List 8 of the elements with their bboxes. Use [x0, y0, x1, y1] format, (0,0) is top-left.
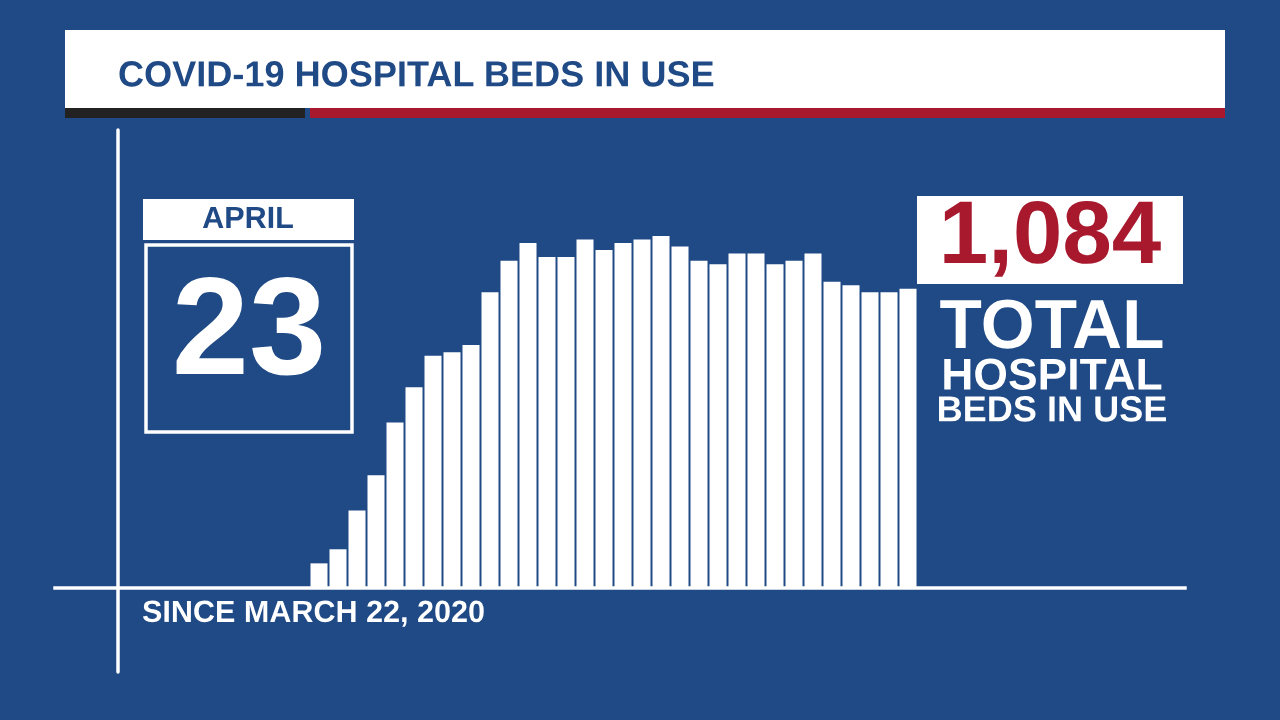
text: SINCE MARCH 22, 2020 — [142, 600, 484, 627]
chart-title: COVID-19 HOSPITAL BEDS IN USE — [119, 61, 714, 87]
annotation: 23 — [176, 276, 322, 376]
text: HOSPITAL — [944, 358, 1162, 390]
text: BEDS IN USE — [939, 396, 1166, 422]
text: TOTAL — [940, 299, 1163, 349]
text: 1,084 — [944, 200, 1161, 277]
text: APRIL — [202, 206, 293, 228]
